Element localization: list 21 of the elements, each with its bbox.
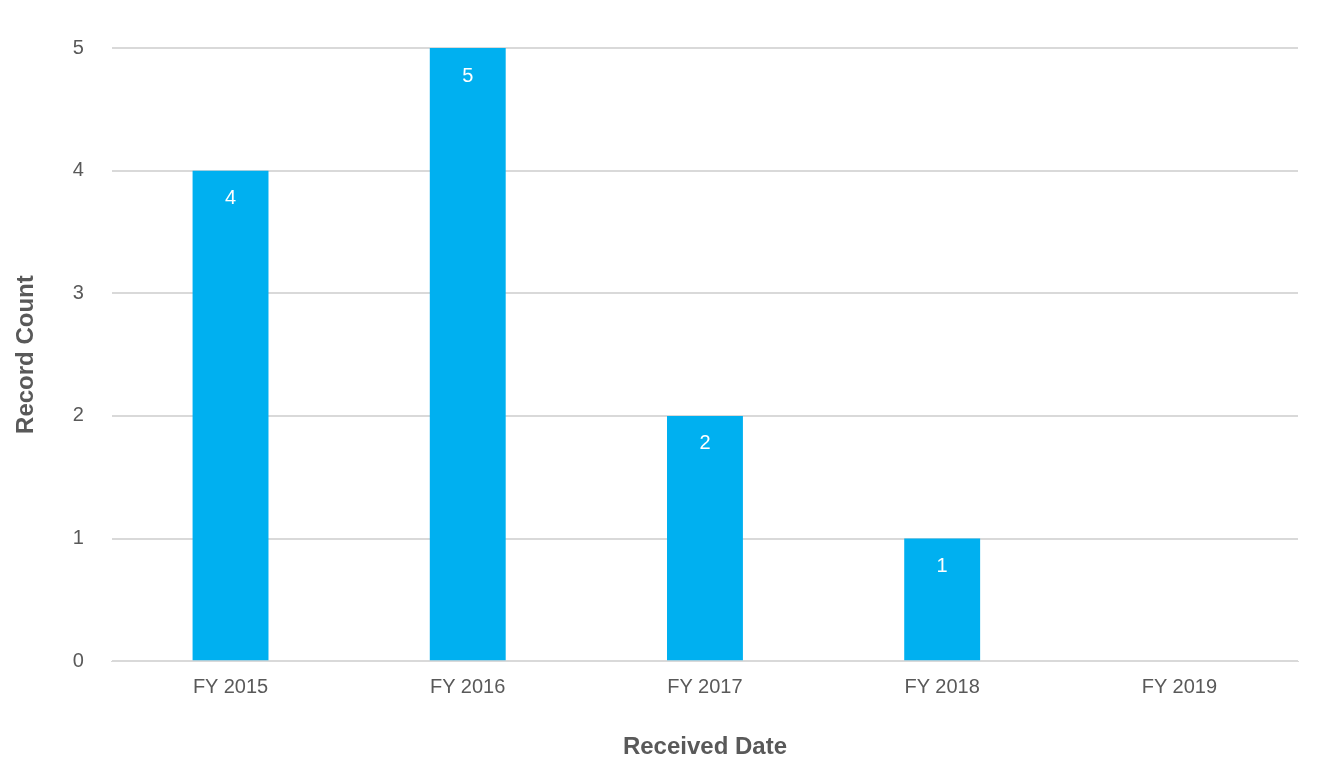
- y-axis-title: Record Count: [11, 275, 39, 434]
- y-tick-label: 3: [72, 280, 84, 303]
- y-tick-label: 4: [72, 158, 84, 181]
- y-tick-label: 5: [72, 35, 84, 58]
- bar: [904, 538, 981, 661]
- x-tick-label: FY 2016: [430, 674, 506, 697]
- x-tick-label: FY 2019: [1141, 674, 1218, 697]
- bar: [192, 170, 269, 661]
- y-tick-label: 0: [72, 648, 84, 671]
- x-tick-label: FY 2015: [192, 674, 269, 697]
- x-tick-label: FY 2017: [667, 674, 743, 697]
- data-label: 4: [224, 186, 237, 209]
- x-tick-label: FY 2018: [904, 674, 980, 697]
- x-axis-title: Received Date: [622, 732, 788, 760]
- data-label: 5: [462, 63, 474, 86]
- bar: [429, 48, 506, 661]
- y-tick-label: 2: [72, 403, 84, 426]
- data-label: 2: [699, 431, 711, 454]
- y-tick-label: 1: [72, 526, 84, 549]
- data-label: 1: [936, 554, 948, 577]
- bar: [667, 415, 743, 661]
